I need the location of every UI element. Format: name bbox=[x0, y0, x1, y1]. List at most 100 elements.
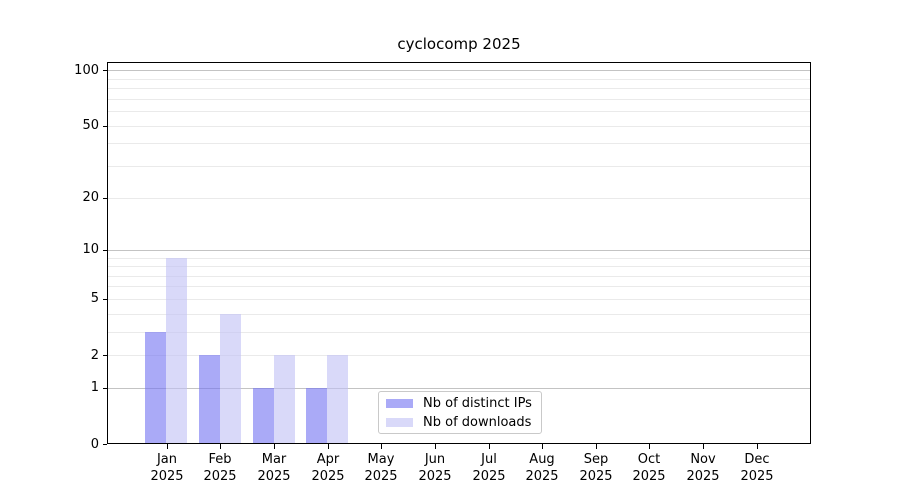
x-tick-year: 2025 bbox=[257, 469, 291, 484]
x-axis-tick-label: Dec 2025 bbox=[722, 451, 792, 485]
y-axis-tick bbox=[103, 126, 107, 127]
y-minor-gridline bbox=[108, 276, 810, 277]
x-axis-tick-label: Sep 2025 bbox=[561, 451, 631, 485]
x-tick-month: Feb bbox=[208, 452, 232, 467]
y-axis-tick-label: 2 bbox=[90, 348, 99, 363]
bar-distinct-ips bbox=[306, 387, 328, 443]
x-axis-tick-label: Jul 2025 bbox=[454, 451, 524, 485]
y-minor-gridline bbox=[108, 99, 810, 100]
x-tick-month: Mar bbox=[261, 452, 287, 467]
y-axis-tick bbox=[103, 198, 107, 199]
x-tick-month: Oct bbox=[637, 452, 661, 467]
y-minor-gridline bbox=[108, 355, 810, 356]
legend-swatch-downloads-icon bbox=[386, 417, 413, 427]
y-minor-gridline bbox=[108, 299, 810, 300]
x-tick-year: 2025 bbox=[418, 469, 452, 484]
x-axis-tick-label: Aug 2025 bbox=[507, 451, 577, 485]
x-axis-tick bbox=[220, 444, 221, 449]
x-axis-tick bbox=[703, 444, 704, 449]
y-axis-tick bbox=[103, 299, 107, 300]
y-minor-gridline bbox=[108, 79, 810, 80]
legend: Nb of distinct IPs Nb of downloads bbox=[378, 391, 542, 434]
x-tick-year: 2025 bbox=[686, 469, 720, 484]
y-axis-tick-label: 1 bbox=[90, 380, 99, 395]
x-axis-tick-label: Jun 2025 bbox=[400, 451, 470, 485]
x-tick-year: 2025 bbox=[579, 469, 613, 484]
x-axis-tick bbox=[489, 444, 490, 449]
x-axis-tick bbox=[167, 444, 168, 449]
bar-downloads bbox=[273, 355, 295, 443]
bar-downloads bbox=[166, 257, 188, 443]
y-minor-gridline bbox=[108, 286, 810, 287]
y-axis-tick bbox=[103, 388, 107, 389]
y-axis-tick-label: 10 bbox=[82, 242, 99, 257]
x-tick-month: Jul bbox=[481, 452, 497, 467]
x-axis-tick-label: Mar 2025 bbox=[239, 451, 309, 485]
x-tick-year: 2025 bbox=[632, 469, 666, 484]
y-axis-tick-label: 50 bbox=[82, 118, 99, 133]
x-tick-month: Jun bbox=[424, 452, 446, 467]
legend-swatch-distinct-ips-icon bbox=[386, 398, 413, 408]
y-axis-tick-label: 5 bbox=[90, 291, 99, 306]
y-major-gridline bbox=[108, 388, 810, 389]
x-axis-tick bbox=[274, 444, 275, 449]
x-tick-month: Jan bbox=[156, 452, 178, 467]
bar-downloads bbox=[327, 355, 349, 443]
y-minor-gridline bbox=[108, 332, 810, 333]
x-tick-year: 2025 bbox=[150, 469, 184, 484]
y-major-gridline bbox=[108, 250, 810, 251]
y-axis-tick bbox=[103, 70, 107, 71]
x-tick-year: 2025 bbox=[525, 469, 559, 484]
x-tick-year: 2025 bbox=[364, 469, 398, 484]
bar-distinct-ips bbox=[198, 355, 220, 443]
x-axis-tick-label: May 2025 bbox=[346, 451, 416, 485]
y-axis-tick bbox=[103, 355, 107, 356]
x-axis-tick-label: Jan 2025 bbox=[132, 451, 202, 485]
y-axis-tick-label: 20 bbox=[82, 190, 99, 205]
y-minor-gridline bbox=[108, 166, 810, 167]
bar-distinct-ips bbox=[145, 331, 167, 443]
x-axis-tick-label: Oct 2025 bbox=[614, 451, 684, 485]
x-tick-month: Dec bbox=[744, 452, 770, 467]
bar-distinct-ips bbox=[252, 387, 274, 443]
y-major-gridline bbox=[108, 70, 810, 71]
y-minor-gridline bbox=[108, 126, 810, 127]
y-minor-gridline bbox=[108, 314, 810, 315]
bar-downloads bbox=[219, 313, 241, 443]
y-minor-gridline bbox=[108, 111, 810, 112]
legend-item-distinct-ips: Nb of distinct IPs bbox=[386, 394, 534, 412]
x-tick-month: Sep bbox=[583, 452, 609, 467]
x-axis-tick bbox=[328, 444, 329, 449]
x-axis-tick bbox=[381, 444, 382, 449]
chart-title: cyclocomp 2025 bbox=[397, 35, 521, 53]
y-minor-gridline bbox=[108, 198, 810, 199]
x-tick-month: May bbox=[367, 452, 395, 467]
y-minor-gridline bbox=[108, 143, 810, 144]
y-axis-tick bbox=[103, 250, 107, 251]
x-axis-tick-label: Nov 2025 bbox=[668, 451, 738, 485]
x-tick-year: 2025 bbox=[740, 469, 774, 484]
x-axis-tick bbox=[757, 444, 758, 449]
y-axis-tick bbox=[103, 444, 107, 445]
x-tick-month: Apr bbox=[316, 452, 340, 467]
y-minor-gridline bbox=[108, 258, 810, 259]
legend-item-downloads: Nb of downloads bbox=[386, 413, 534, 431]
x-tick-year: 2025 bbox=[472, 469, 506, 484]
x-axis-tick-label: Apr 2025 bbox=[293, 451, 363, 485]
x-axis-tick bbox=[596, 444, 597, 449]
x-tick-month: Nov bbox=[690, 452, 716, 467]
y-minor-gridline bbox=[108, 88, 810, 89]
x-axis-tick-label: Feb 2025 bbox=[185, 451, 255, 485]
x-axis-tick bbox=[435, 444, 436, 449]
x-axis-tick bbox=[542, 444, 543, 449]
y-axis-tick-label: 100 bbox=[74, 63, 99, 78]
y-minor-gridline bbox=[108, 266, 810, 267]
x-axis-tick bbox=[649, 444, 650, 449]
legend-label-downloads: Nb of downloads bbox=[423, 414, 532, 430]
y-axis-tick-label: 0 bbox=[90, 437, 99, 452]
x-tick-year: 2025 bbox=[203, 469, 237, 484]
legend-label-distinct-ips: Nb of distinct IPs bbox=[423, 395, 532, 411]
x-tick-year: 2025 bbox=[311, 469, 345, 484]
x-tick-month: Aug bbox=[529, 452, 555, 467]
